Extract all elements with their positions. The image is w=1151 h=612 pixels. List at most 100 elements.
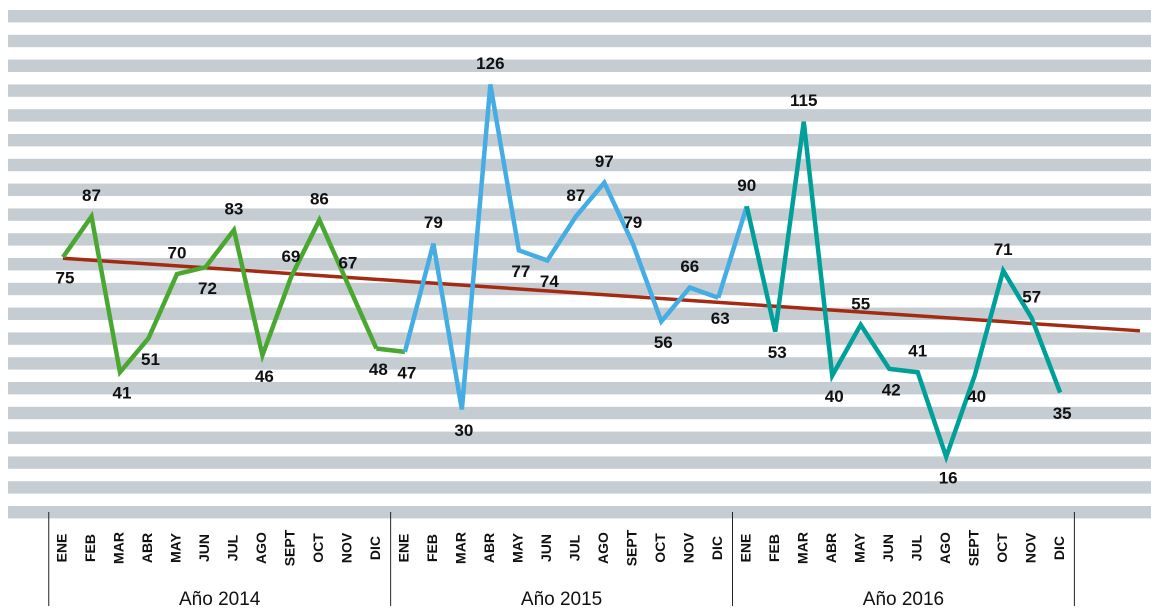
- data-label: 41: [908, 342, 927, 361]
- grid-band: [8, 233, 1151, 246]
- x-tick-label: SEPT: [965, 529, 981, 566]
- series-line: [61, 210, 379, 378]
- grid-band: [8, 109, 1151, 122]
- data-label: 70: [167, 244, 186, 263]
- x-tick-label: JUL: [225, 534, 241, 561]
- data-label: 47: [397, 363, 416, 382]
- grid-band: [8, 34, 1151, 48]
- x-tick-label: ABR: [823, 533, 839, 563]
- x-tick-label: MAR: [794, 532, 810, 564]
- data-label: 40: [825, 387, 844, 406]
- x-tick-label: JUN: [538, 534, 554, 562]
- data-label: 55: [851, 294, 870, 313]
- x-tick-label: OCT: [994, 533, 1010, 563]
- x-tick-label: FEB: [82, 534, 98, 562]
- data-label: 53: [768, 343, 787, 362]
- x-tick-label: ENE: [396, 534, 412, 563]
- data-label: 115: [790, 91, 817, 110]
- x-tick-label: DIC: [709, 536, 725, 560]
- group-label: Año 2015: [521, 589, 602, 610]
- x-tick-label: MAR: [453, 532, 469, 564]
- grid-band: [8, 59, 1151, 72]
- x-tick-label: AGO: [253, 532, 269, 564]
- data-label: 16: [939, 468, 958, 487]
- grid-band: [8, 84, 1151, 97]
- x-tick-label: OCT: [652, 533, 668, 563]
- data-label: 57: [1022, 288, 1041, 307]
- x-tick-label: FEB: [424, 534, 440, 562]
- data-label: 79: [424, 213, 443, 232]
- grid-band: [8, 406, 1151, 420]
- data-label: 71: [994, 240, 1013, 259]
- data-label: 63: [711, 309, 730, 328]
- series-connector: [376, 346, 406, 355]
- data-label: 126: [476, 54, 504, 73]
- x-tick-label: DIC: [1051, 536, 1067, 560]
- x-tick-label: JUN: [196, 534, 212, 562]
- grid-band: [8, 456, 1151, 469]
- series-line: [744, 121, 1063, 464]
- x-tick-label: AGO: [595, 532, 611, 564]
- x-tick-label: JUL: [908, 534, 924, 561]
- x-tick-label: DIC: [367, 536, 383, 560]
- data-label: 51: [141, 350, 160, 369]
- x-tick-label: MAY: [168, 532, 184, 562]
- x-tick-label: JUL: [567, 534, 583, 561]
- data-label: 66: [680, 257, 699, 276]
- data-label: 83: [224, 200, 243, 219]
- data-label: 74: [540, 272, 559, 291]
- data-label: 30: [454, 421, 473, 440]
- data-label: 48: [369, 360, 388, 379]
- grid-band: [8, 431, 1151, 444]
- data-label: 86: [310, 189, 329, 208]
- data-label: 90: [737, 176, 756, 195]
- data-label: 87: [82, 186, 101, 205]
- data-label: 41: [113, 384, 132, 403]
- x-tick-label: ABR: [481, 533, 497, 563]
- grid-band: [8, 481, 1151, 494]
- data-label: 87: [566, 186, 585, 205]
- data-label: 77: [511, 262, 530, 281]
- grid-band: [8, 282, 1151, 296]
- data-label: 40: [967, 387, 986, 406]
- grid-bands: [8, 10, 1151, 519]
- grid-band: [8, 307, 1151, 320]
- data-label: 79: [623, 213, 642, 232]
- x-tick-label: SEPT: [282, 529, 298, 566]
- x-tick-label: MAR: [111, 532, 127, 564]
- data-label: 56: [654, 333, 673, 352]
- x-tick-label: AGO: [937, 532, 953, 564]
- data-label: 67: [338, 254, 357, 273]
- series-connector: [716, 205, 749, 299]
- x-tick-label: ENE: [54, 534, 70, 563]
- grid-band: [8, 332, 1151, 345]
- data-label: 42: [882, 380, 901, 399]
- x-tick-label: NOV: [680, 532, 696, 563]
- x-tick-label: SEPT: [624, 529, 640, 566]
- grid-band: [8, 357, 1151, 370]
- x-tick-label: NOV: [1022, 532, 1038, 563]
- data-label: 97: [595, 152, 614, 171]
- x-tick-label: MAY: [851, 532, 867, 562]
- x-tick-label: NOV: [339, 532, 355, 563]
- x-tick-label: MAY: [510, 532, 526, 562]
- group-label: Año 2016: [863, 589, 944, 610]
- data-label: 69: [281, 247, 300, 266]
- grid-band: [8, 10, 1151, 23]
- data-label: 35: [1053, 404, 1072, 423]
- x-tick-label: JUN: [880, 534, 896, 562]
- grid-band: [8, 134, 1151, 147]
- x-tick-label: ABR: [139, 533, 155, 563]
- grid-band: [8, 158, 1151, 172]
- grid-band: [8, 183, 1151, 196]
- data-label: 46: [255, 367, 274, 386]
- series-line: [402, 84, 720, 410]
- x-tick-label: OCT: [310, 533, 326, 563]
- grid-band: [8, 382, 1151, 395]
- data-label: 72: [198, 279, 217, 298]
- group-label: Año 2014: [179, 589, 261, 610]
- data-label: 75: [56, 269, 75, 288]
- x-tick-label: FEB: [766, 534, 782, 562]
- x-tick-label: ENE: [737, 534, 753, 563]
